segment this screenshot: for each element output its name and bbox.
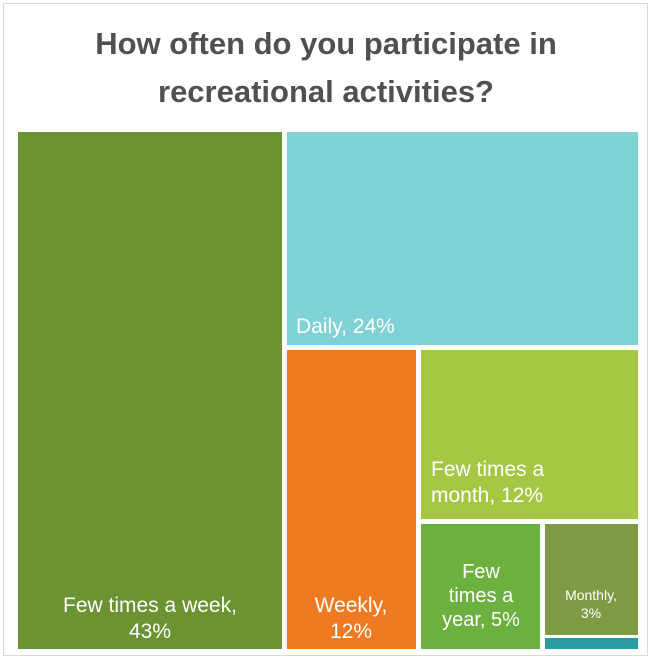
tile-weekly — [287, 350, 416, 649]
tile-label-line: 3% — [581, 605, 601, 621]
tile-label-line: Daily, 24% — [296, 315, 395, 338]
chart-frame — [3, 3, 648, 656]
tile-label-line: Few — [462, 561, 500, 583]
tile-label-few-times-a-year: Few times a year, 5% — [442, 561, 520, 631]
tile-label-daily: Daily, 24% — [296, 315, 395, 338]
tile-other — [545, 638, 638, 649]
tile-label-line: month, 12% — [431, 484, 543, 507]
chart-title-line-1: How often do you participate in — [95, 26, 557, 61]
tile-label-line: Monthly, — [565, 587, 617, 603]
tile-daily — [287, 132, 638, 345]
tile-label-weekly: Weekly, 12% — [315, 594, 388, 643]
tile-label-line: times a — [449, 585, 514, 607]
chart-title-line-2: recreational activities? — [158, 74, 494, 109]
tile-few-times-a-year — [421, 524, 540, 649]
tile-label-line: 12% — [330, 620, 372, 643]
tile-label-line: Few times a — [431, 458, 545, 481]
tile-monthly — [545, 524, 638, 635]
tile-label-line: Weekly, — [315, 594, 388, 617]
chart-title: How often do you participate in recreati… — [0, 20, 652, 116]
tile-label-line: 43% — [129, 620, 171, 643]
tile-few-times-a-week — [18, 132, 282, 649]
tile-label-monthly: Monthly, 3% — [565, 587, 617, 621]
tile-label-few-times-a-week: Few times a week, 43% — [63, 594, 237, 643]
tile-few-times-a-month — [421, 350, 638, 519]
tile-label-line: Few times a week, — [63, 594, 237, 617]
tile-label-line: year, 5% — [442, 609, 520, 631]
tile-label-few-times-a-month: Few times a month, 12% — [431, 458, 545, 507]
